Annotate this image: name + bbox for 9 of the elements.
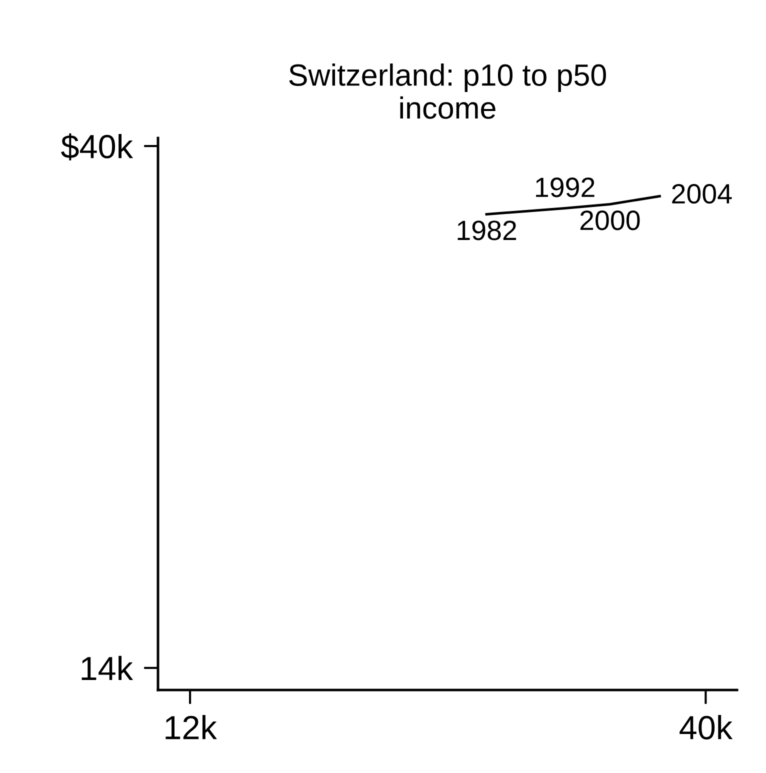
x-tick-label: 12k [166, 715, 217, 740]
chart-title: Switzerland: p10 to p50 income [289, 64, 606, 119]
x-tick-label: 40k [680, 715, 733, 740]
annotation: 2004 [672, 184, 732, 204]
annotation: 1982 [458, 220, 516, 240]
y-tick-label: $40k [61, 133, 134, 160]
annotation: 1992 [536, 178, 594, 198]
annotation: 2000 [580, 210, 640, 230]
y-tick-label: 14k [82, 656, 134, 680]
